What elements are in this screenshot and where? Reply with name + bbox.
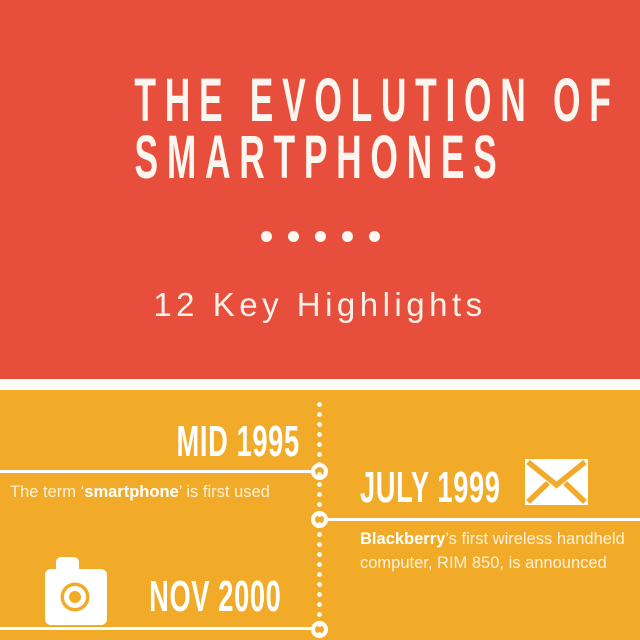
section-divider (0, 379, 640, 390)
page-subtitle: 12 Key Highlights (153, 286, 487, 323)
entry-connector-line (0, 470, 312, 473)
description-text: The term ‘ (10, 483, 85, 501)
hero-section: THE EVOLUTION OF SMARTPHONES 12 Key High… (0, 0, 640, 379)
timeline-node-icon (311, 621, 328, 638)
entry-date-nov-2000: NOV 2000 (148, 572, 281, 621)
dot-icon (341, 231, 353, 242)
dots-separator (0, 231, 640, 242)
dot-icon (287, 231, 299, 242)
description-text: ’s first wireless handheld computer, RIM… (360, 530, 625, 572)
title-line-1: THE EVOLUTION OF (134, 66, 620, 134)
description-bold-text: Blackberry (360, 530, 446, 548)
dot-icon (260, 231, 272, 242)
timeline-node-icon (311, 463, 328, 480)
page-title: THE EVOLUTION OF SMARTPHONES (134, 66, 620, 191)
entry-description-july-1999: Blackberry’s first wireless handheld com… (360, 528, 636, 575)
camera-icon (45, 557, 107, 632)
title-line-2: SMARTPHONES (134, 123, 506, 191)
envelope-icon (525, 459, 588, 510)
timeline-node-icon (311, 511, 328, 528)
entry-connector-line (328, 518, 640, 521)
dot-icon (314, 231, 326, 242)
entry-description-mid-1995: The term ‘smartphone’ is first used (10, 481, 315, 505)
description-bold-text: smartphone (84, 483, 179, 501)
dot-icon (368, 231, 380, 242)
description-text: ’ is first used (178, 483, 270, 501)
entry-connector-line (0, 627, 312, 630)
entry-date-july-1999: JULY 1999 (360, 463, 501, 512)
entry-date-mid-1995: MID 1995 (176, 417, 300, 466)
